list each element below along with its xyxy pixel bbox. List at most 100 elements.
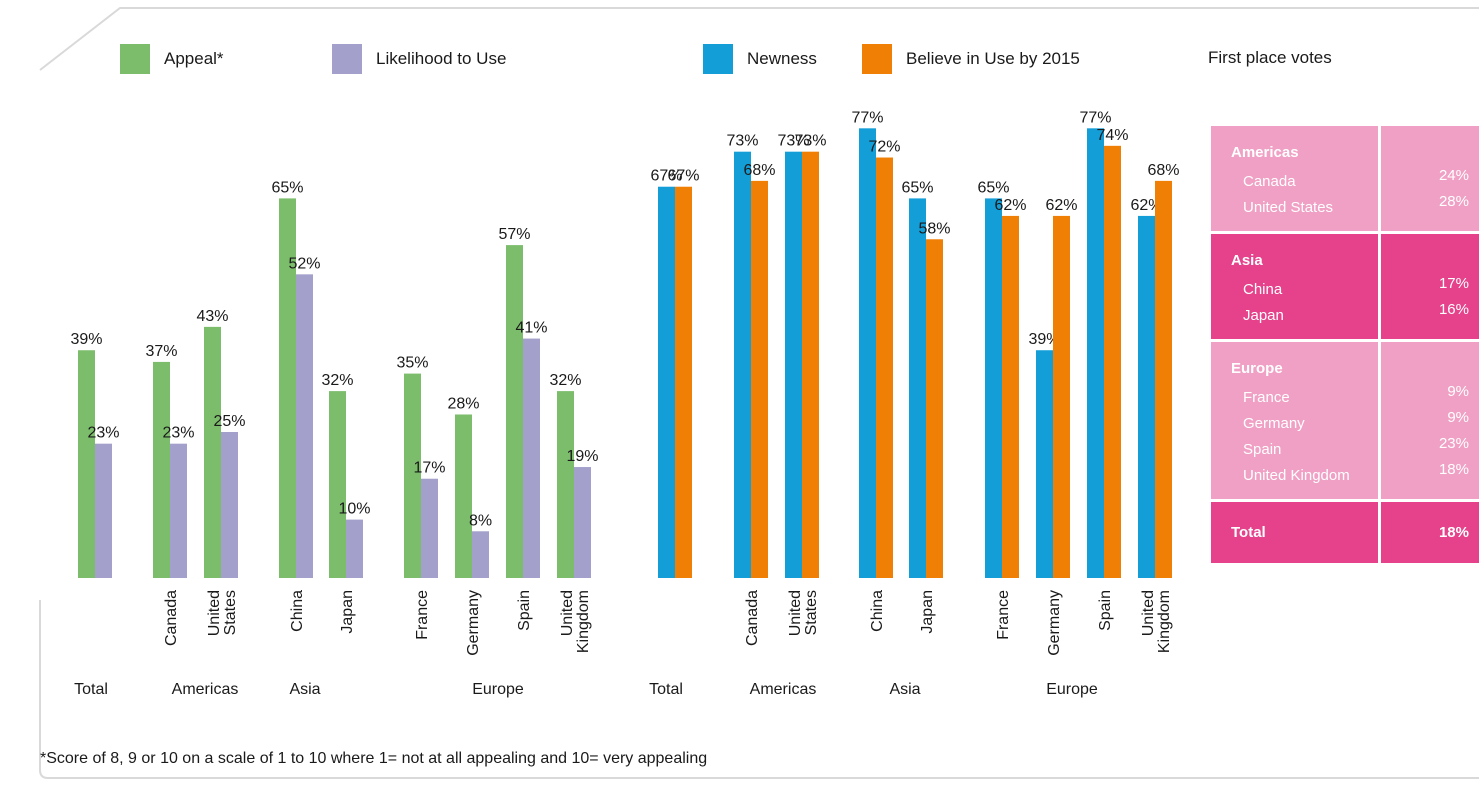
bar-c1-s1-3 [876, 157, 893, 578]
vote-value: 9% [1447, 383, 1469, 400]
legend-believe-label: Believe in Use by 2015 [906, 49, 1080, 68]
bar-c1-s0-3 [859, 128, 876, 578]
likelihood-swatch [332, 44, 362, 74]
believe-swatch [862, 44, 892, 74]
category-label-c1-1: Canada [744, 590, 761, 646]
bar-c1-s1-1 [751, 180, 768, 578]
data-label-c0-s0-7: 57% [498, 226, 530, 243]
bar-c1-s1-2 [802, 151, 819, 578]
legend-appeal-label: Appeal* [164, 49, 224, 68]
vote-region-label: Asia [1231, 252, 1263, 269]
data-label-c1-s0-5: 65% [977, 179, 1009, 196]
data-label-c1-s1-1: 68% [743, 162, 775, 179]
category-label-c0-3: China [289, 590, 306, 632]
vote-value: 16% [1438, 301, 1469, 318]
bar-c0-s1-5 [421, 478, 438, 578]
bar-c1-s0-1 [734, 151, 751, 578]
vote-country: United Kingdom [1243, 467, 1350, 484]
vote-block-asia: Asia China Japan 17% 16% [1211, 234, 1479, 342]
bar-c1-s1-8 [1155, 180, 1172, 578]
category-label-c1-7: Spain [1097, 590, 1114, 631]
bar-c0-s1-2 [221, 432, 238, 578]
vote-value: 28% [1438, 193, 1469, 210]
category-label-c1-5: France [995, 590, 1012, 640]
bar-c0-s0-7 [506, 245, 523, 578]
category-label-c1-3: China [869, 590, 886, 632]
data-label-c0-s0-1: 37% [145, 343, 177, 360]
vote-region-label: Europe [1231, 360, 1283, 377]
vote-country: China [1243, 281, 1283, 298]
first-place-votes-table: Americas Canada United States 24% 28% Asia Chi… [1211, 126, 1479, 563]
data-label-c0-s0-2: 43% [196, 308, 228, 325]
data-label-c1-s0-0: 67% [650, 168, 682, 185]
data-label-c1-s0-7: 77% [1079, 109, 1111, 126]
data-label-c1-s0-1: 73% [726, 133, 758, 150]
category-label-c0-2: UnitedStates [206, 590, 239, 636]
vote-block-europe: Europe France Germany Spain United Kingdom 9%… [1211, 342, 1479, 502]
group-label-c0-1: Americas [172, 681, 239, 698]
bar-c1-s0-8 [1138, 215, 1155, 579]
bar-c1-s1-7 [1104, 145, 1121, 578]
bar-c1-s0-6 [1036, 350, 1053, 578]
data-label-c1-s1-4: 58% [918, 220, 950, 237]
bar-c0-s0-8 [557, 391, 574, 578]
vote-value: 24% [1438, 167, 1469, 184]
data-label-c0-s0-0: 39% [70, 331, 102, 348]
vote-names: Asia China Japan [1211, 234, 1381, 339]
data-label-c1-s0-6: 39% [1028, 331, 1060, 348]
data-label-c1-s1-0: 67% [667, 168, 699, 185]
data-label-c0-s0-3: 65% [271, 179, 303, 196]
legend-believe: Believe in Use by 2015 [862, 44, 1080, 74]
category-label-c0-4: Japan [339, 590, 356, 634]
legend-likelihood-label: Likelihood to Use [376, 49, 507, 68]
data-label-c1-s1-8: 68% [1147, 162, 1179, 179]
vote-values: 24% 28% [1381, 126, 1479, 231]
group-label-c1-0: Total [649, 681, 683, 698]
category-label-c0-6: Germany [465, 590, 482, 656]
category-label-c1-2: UnitedStates [787, 590, 820, 636]
data-label-c1-s0-2: 73% [777, 133, 809, 150]
vote-country: Spain [1243, 441, 1282, 458]
footnote: *Score of 8, 9 or 10 on a scale of 1 to … [40, 750, 708, 767]
data-label-c0-s0-6: 28% [447, 395, 479, 412]
bar-c0-s0-0 [78, 350, 95, 578]
legend-likelihood: Likelihood to Use [332, 44, 506, 74]
data-label-c1-s1-6: 62% [1045, 197, 1077, 214]
category-label-c0-8: UnitedKingdom [559, 590, 592, 653]
category-label-c0-1: Canada [163, 590, 180, 646]
vote-values: 17% 16% [1381, 234, 1479, 339]
bar-c0-s0-1 [153, 361, 170, 578]
data-label-c1-s0-4: 65% [901, 179, 933, 196]
vote-total-value: 18% [1438, 524, 1469, 541]
data-label-c1-s1-3: 72% [868, 139, 900, 156]
data-label-c0-s0-8: 32% [549, 372, 581, 389]
vote-block-total: Total 18% [1211, 502, 1479, 563]
data-label-c0-s1-4: 10% [338, 501, 370, 518]
data-label-c0-s1-5: 17% [413, 460, 445, 477]
vote-country: Japan [1243, 307, 1284, 324]
vote-country: Germany [1243, 415, 1305, 432]
bar-c0-s1-8 [574, 467, 591, 578]
votes-title: First place votes [1208, 48, 1332, 67]
data-label-c0-s1-0: 23% [87, 425, 119, 442]
bar-c1-s1-0 [675, 186, 692, 578]
bar-c0-s0-4 [329, 391, 346, 578]
vote-value: 9% [1447, 409, 1469, 426]
data-label-c1-s0-3: 77% [851, 109, 883, 126]
bar-c0-s0-6 [455, 414, 472, 578]
bar-c1-s1-5 [1002, 215, 1019, 579]
data-label-c0-s0-5: 35% [396, 355, 428, 372]
vote-block-americas: Americas Canada United States 24% 28% [1211, 126, 1479, 234]
bar-c0-s1-1 [170, 443, 187, 578]
bar-c1-s0-4 [909, 198, 926, 578]
data-label-c1-s1-5: 62% [994, 197, 1026, 214]
bar-c0-s0-3 [279, 198, 296, 578]
vote-region-label: Americas [1231, 144, 1299, 161]
data-label-c0-s1-8: 19% [566, 448, 598, 465]
bar-c1-s0-0 [658, 186, 675, 578]
vote-total-label: Total [1211, 502, 1381, 563]
category-label-c0-7: Spain [516, 590, 533, 631]
data-label-c0-s1-1: 23% [162, 425, 194, 442]
vote-values: 9% 9% 23% 18% [1381, 342, 1479, 499]
bar-c0-s1-7 [523, 338, 540, 578]
